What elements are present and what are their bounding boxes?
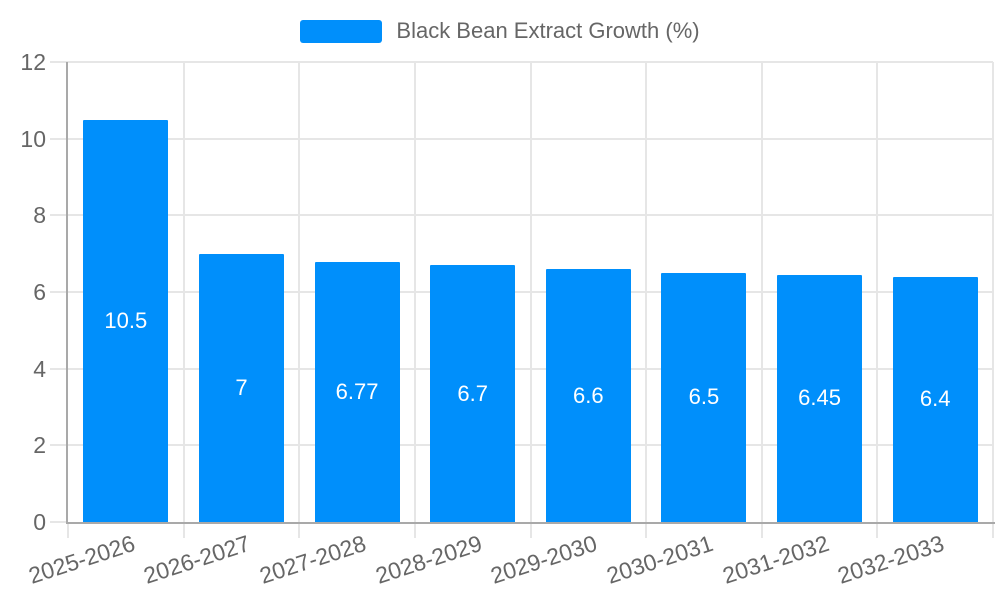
legend-swatch	[300, 19, 383, 43]
x-axis-tick-label: 2030-2031	[603, 530, 716, 589]
x-axis-tick-label: 2032-2033	[834, 530, 948, 589]
x-grid-line	[645, 62, 648, 522]
y-axis-tick-label: 4	[33, 355, 46, 382]
x-grid-line	[992, 62, 994, 522]
bar-value-label: 6.7	[457, 380, 488, 406]
y-axis-tick-label: 0	[33, 509, 46, 535]
legend-label: Black Bean Extract Growth (%)	[396, 18, 700, 43]
x-axis-tick	[182, 522, 185, 538]
x-grid-line	[529, 62, 532, 522]
x-axis-tick	[298, 522, 301, 538]
y-axis-line	[66, 62, 68, 522]
bar-value-label: 6.5	[688, 384, 720, 410]
y-axis-tick-label: 6	[33, 279, 46, 305]
legend-item[interactable]: Black Bean Extract Growth (%)	[0, 18, 1000, 44]
x-axis-tick	[529, 522, 532, 538]
bar-value-label: 6.4	[919, 386, 951, 412]
x-grid-line	[760, 62, 763, 522]
y-axis-tick	[50, 367, 68, 370]
bar[interactable]	[892, 276, 978, 522]
x-axis-tick	[67, 522, 69, 538]
y-axis-tick-label: 8	[33, 202, 46, 229]
y-axis-tick	[50, 444, 68, 447]
bar-value-label: 10.5	[104, 307, 148, 333]
y-axis-tick-label: 2	[33, 432, 46, 459]
bar[interactable]	[198, 253, 284, 522]
x-axis-tick-label: 2029-2030	[487, 530, 601, 589]
y-axis-tick	[50, 521, 68, 523]
y-axis-tick-label: 12	[20, 49, 46, 75]
x-axis-tick-label: 2028-2029	[372, 530, 485, 589]
bar-value-label: 6.77	[335, 379, 379, 405]
x-axis-tick-label: 2027-2028	[256, 530, 370, 589]
bar-value-label: 6.6	[573, 382, 604, 408]
x-axis-tick-label: 2026-2027	[140, 530, 254, 589]
bar[interactable]	[661, 272, 747, 522]
x-axis-tick	[992, 522, 994, 538]
x-axis-tick	[760, 522, 763, 538]
bar[interactable]	[545, 269, 631, 522]
x-axis-tick-label: 2025-2026	[25, 530, 138, 589]
x-axis-tick-label: 2031-2032	[718, 530, 832, 589]
bar[interactable]	[314, 262, 400, 522]
x-axis-line	[66, 522, 995, 524]
x-grid-line	[876, 62, 879, 522]
x-axis-tick	[645, 522, 648, 538]
bar-value-label: 7	[235, 374, 248, 400]
y-axis-tick	[50, 61, 68, 63]
bar[interactable]	[83, 119, 169, 522]
x-axis-tick	[876, 522, 879, 538]
bar[interactable]	[430, 265, 516, 522]
y-axis-tick	[50, 214, 68, 217]
x-grid-line	[298, 62, 301, 522]
bar[interactable]	[777, 274, 863, 522]
x-grid-line	[182, 62, 185, 522]
y-axis-tick	[50, 137, 68, 140]
bar-value-label: 6.45	[798, 385, 841, 411]
x-axis-tick	[413, 522, 416, 538]
y-axis-tick-label: 10	[20, 125, 46, 152]
y-axis-tick	[50, 291, 68, 293]
x-grid-line	[413, 62, 416, 522]
